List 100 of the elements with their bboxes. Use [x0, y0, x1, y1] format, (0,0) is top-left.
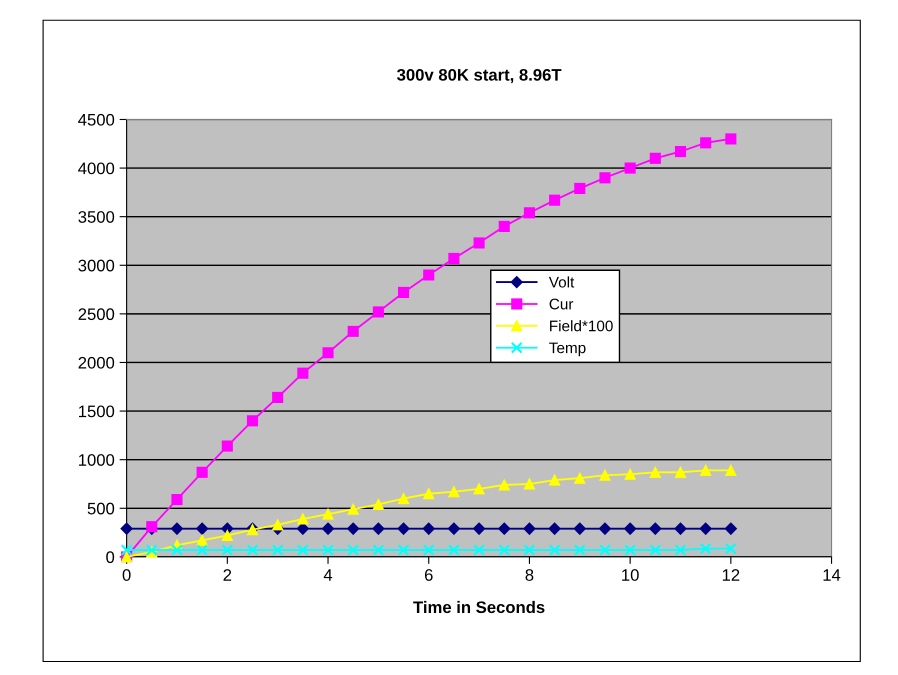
- point: [221, 544, 234, 556]
- point: [674, 146, 686, 158]
- point: [549, 474, 560, 486]
- point: [272, 544, 284, 556]
- point: [448, 544, 460, 556]
- point: [398, 493, 410, 504]
- point: [398, 544, 410, 556]
- point: [624, 544, 636, 556]
- point: [171, 494, 183, 506]
- point: [196, 466, 208, 478]
- x-tick-label: 12: [722, 569, 740, 581]
- point: [574, 472, 586, 484]
- point: [724, 542, 737, 555]
- point: [423, 269, 434, 281]
- x-axis-title: Time in Seconds: [413, 600, 544, 614]
- point: [549, 194, 560, 206]
- point: [700, 522, 712, 535]
- point: [523, 522, 536, 535]
- point: [524, 478, 535, 490]
- point: [472, 522, 486, 535]
- point: [473, 544, 485, 556]
- point: [498, 479, 510, 491]
- point: [372, 306, 384, 318]
- x-tick-label: 2: [224, 569, 232, 581]
- point: [598, 522, 612, 535]
- legend-label: Volt: [548, 276, 574, 288]
- point: [397, 522, 410, 535]
- point: [474, 483, 485, 494]
- point: [322, 347, 334, 358]
- point: [725, 133, 736, 144]
- point: [574, 182, 586, 194]
- point: [650, 466, 661, 478]
- point: [448, 522, 460, 535]
- point: [498, 544, 510, 556]
- point: [372, 544, 384, 556]
- point: [674, 466, 686, 478]
- legend-label: Cur: [550, 298, 574, 310]
- chart-title: 300v 80K start, 8.96T: [397, 68, 562, 84]
- point: [196, 534, 208, 546]
- point: [322, 522, 334, 535]
- point: [700, 464, 712, 476]
- y-tick-label: 1500: [79, 405, 114, 418]
- point: [222, 440, 233, 452]
- point: [246, 544, 258, 556]
- x-tick-label: 14: [824, 569, 840, 581]
- y-tick-label: 2000: [78, 356, 114, 369]
- y-tick-label: 4500: [78, 114, 114, 126]
- point: [372, 522, 384, 535]
- x-tick-label: 8: [526, 569, 534, 581]
- point: [724, 522, 737, 535]
- point: [624, 522, 636, 535]
- y-tick-label: 500: [88, 502, 114, 514]
- point: [398, 286, 410, 298]
- point: [448, 486, 460, 498]
- point: [297, 368, 308, 379]
- legend-label: Field*100: [550, 320, 613, 332]
- point: [599, 470, 611, 481]
- point: [120, 522, 133, 535]
- point: [524, 207, 535, 218]
- point: [599, 544, 611, 556]
- point: [196, 544, 208, 556]
- legend-label: Temp: [549, 342, 586, 356]
- point: [574, 522, 586, 535]
- point: [347, 544, 360, 556]
- point: [422, 544, 435, 556]
- point: [498, 220, 510, 232]
- point: [674, 544, 686, 556]
- point: [322, 508, 334, 520]
- x-tick-label: 4: [324, 569, 332, 581]
- point: [548, 522, 561, 535]
- y-tick-label: 4000: [78, 162, 114, 174]
- point: [372, 498, 384, 510]
- x-tick-label: 10: [622, 569, 639, 581]
- point: [272, 519, 284, 530]
- point: [322, 544, 334, 556]
- point: [170, 522, 184, 535]
- point: [498, 522, 510, 535]
- y-tick-label: 3500: [78, 211, 114, 223]
- point: [574, 544, 586, 556]
- y-tick-label: 2500: [78, 308, 114, 320]
- x-tick-label: 6: [424, 569, 433, 581]
- point: [296, 544, 309, 556]
- point: [624, 468, 636, 480]
- point: [347, 522, 360, 535]
- point: [674, 522, 687, 535]
- y-tick-label: 3000: [78, 260, 114, 272]
- point: [272, 392, 284, 404]
- point: [624, 162, 636, 174]
- point: [650, 152, 661, 164]
- point: [297, 513, 308, 525]
- point: [548, 544, 561, 556]
- point: [649, 522, 662, 535]
- point: [246, 415, 258, 426]
- y-tick-label: 1000: [79, 454, 114, 466]
- point: [348, 504, 359, 515]
- point: [146, 521, 158, 532]
- point: [196, 522, 208, 535]
- point: [448, 252, 460, 264]
- point: [725, 464, 736, 476]
- x-tick-label: 0: [122, 569, 131, 581]
